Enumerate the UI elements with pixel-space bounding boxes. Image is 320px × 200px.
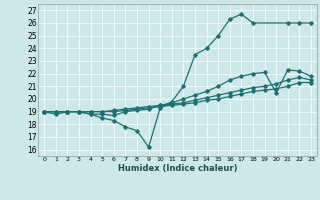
X-axis label: Humidex (Indice chaleur): Humidex (Indice chaleur) [118, 164, 237, 173]
